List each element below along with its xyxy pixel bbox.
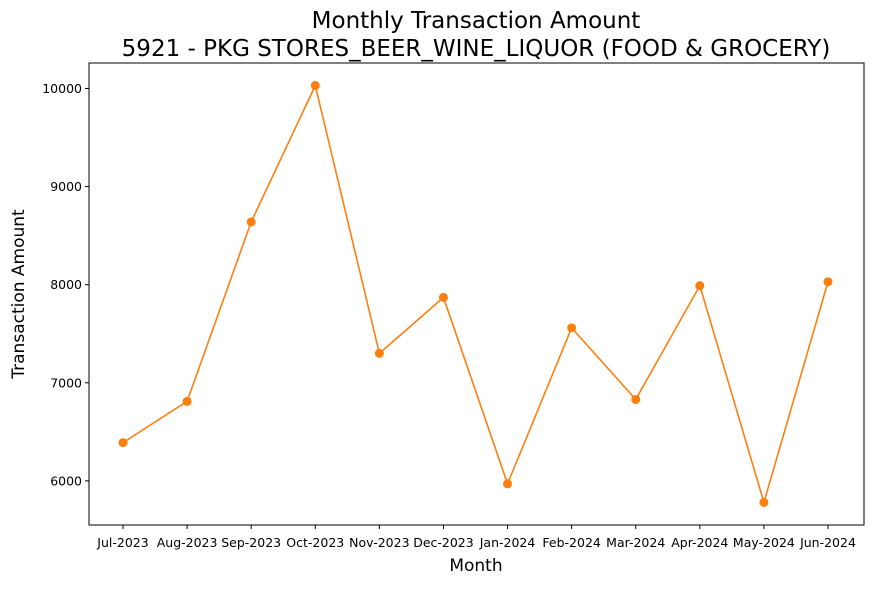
chart-subtitle: 5921 - PKG STORES_BEER_WINE_LIQUOR (FOOD…: [122, 36, 831, 62]
x-tick-label: Apr-2024: [671, 535, 728, 550]
x-tick-label: Nov-2023: [349, 535, 409, 550]
data-point: [823, 277, 833, 287]
x-tick-label: Sep-2023: [221, 535, 281, 550]
data-point: [374, 348, 384, 358]
chart-title: Monthly Transaction Amount: [312, 8, 641, 34]
data-point: [759, 497, 769, 507]
series-line: [122, 83, 829, 506]
y-axis-label: Transaction Amount: [9, 209, 29, 380]
x-tick-label: May-2024: [733, 535, 795, 550]
data-point: [695, 281, 705, 291]
data-point: [310, 81, 320, 91]
x-tick-label: Jun-2024: [799, 535, 856, 550]
x-axis-label: Month: [449, 556, 502, 576]
x-tick-label: Dec-2023: [413, 535, 474, 550]
data-point: [246, 217, 256, 227]
series-layer: [118, 81, 833, 507]
x-tick-label: Oct-2023: [286, 535, 344, 550]
y-tick-label: 10000: [42, 81, 82, 96]
x-tick-label: Aug-2023: [157, 535, 218, 550]
y-tick-label: 8000: [50, 277, 82, 292]
y-tick-label: 6000: [50, 473, 82, 488]
data-point: [118, 438, 128, 448]
x-axis: Jul-2023 Aug-2023 Sep-2023 Oct-2023 Nov-2023…: [96, 525, 856, 550]
x-tick-label: Mar-2024: [606, 535, 665, 550]
data-point: [438, 292, 448, 302]
data-point: [182, 396, 192, 406]
y-tick-label: 9000: [50, 179, 82, 194]
x-tick-label: Jan-2024: [479, 535, 536, 550]
data-point: [503, 479, 513, 489]
x-tick-label: Jul-2023: [96, 535, 148, 550]
plot-area: [88, 62, 865, 526]
y-axis: 6000 7000 8000 9000 10000: [42, 81, 89, 488]
y-tick-label: 7000: [50, 375, 82, 390]
data-point: [631, 394, 641, 404]
x-tick-label: Feb-2024: [542, 535, 601, 550]
data-point: [567, 323, 577, 333]
